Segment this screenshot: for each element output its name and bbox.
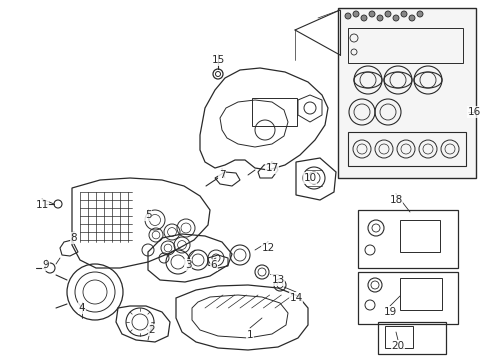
Text: 12: 12 [261, 243, 274, 253]
Circle shape [416, 11, 422, 17]
Circle shape [392, 15, 398, 21]
Text: 15: 15 [211, 55, 224, 65]
Bar [347, 28, 462, 63]
Text: 2: 2 [148, 325, 155, 335]
Text: 17: 17 [265, 163, 278, 173]
Text: 8: 8 [71, 233, 77, 243]
Text: 16: 16 [467, 107, 480, 117]
Text: 7: 7 [218, 170, 225, 180]
Bar [251, 98, 296, 126]
Circle shape [368, 11, 374, 17]
Text: 4: 4 [79, 303, 85, 313]
Text: 14: 14 [289, 293, 302, 303]
Text: 5: 5 [144, 210, 151, 220]
Bar [384, 326, 412, 348]
Circle shape [360, 15, 366, 21]
Circle shape [400, 11, 406, 17]
Bar [377, 322, 445, 354]
Circle shape [345, 13, 350, 19]
Bar [347, 132, 465, 166]
Text: 11: 11 [35, 200, 48, 210]
Text: 3: 3 [184, 260, 191, 270]
Text: 10: 10 [303, 173, 316, 183]
Circle shape [376, 15, 382, 21]
Text: 13: 13 [271, 275, 284, 285]
Text: 1: 1 [246, 330, 253, 340]
Circle shape [384, 11, 390, 17]
Bar [357, 210, 457, 268]
Bar [337, 8, 475, 178]
Bar [357, 272, 457, 324]
Text: 19: 19 [383, 307, 396, 317]
Text: 18: 18 [388, 195, 402, 205]
Text: 6: 6 [210, 260, 217, 270]
Text: 20: 20 [390, 341, 404, 351]
Text: 9: 9 [42, 260, 49, 270]
Bar [399, 220, 439, 252]
Circle shape [408, 15, 414, 21]
Bar [399, 278, 441, 310]
Circle shape [352, 11, 358, 17]
